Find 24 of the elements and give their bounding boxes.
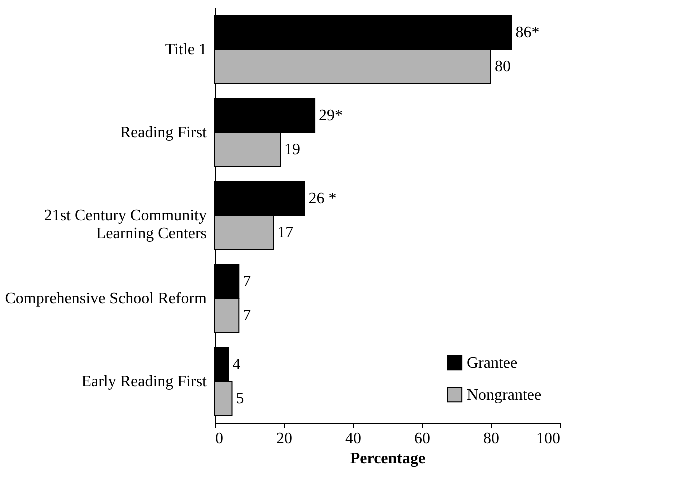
- data-label: 5: [236, 390, 244, 408]
- x-tick-label: 40: [346, 430, 362, 448]
- y-tick-label: Comprehensive School Reform: [5, 290, 208, 308]
- x-tick-label: 60: [414, 430, 430, 448]
- data-label: 26 *: [308, 190, 337, 208]
- data-label: 19: [284, 142, 301, 159]
- y-tick-label: Reading First: [120, 124, 208, 142]
- x-tick-label: 0: [216, 430, 224, 448]
- data-label: 80: [495, 58, 511, 76]
- legend-label: Grantee: [467, 355, 518, 372]
- x-tick-label: 80: [484, 430, 500, 448]
- x-tick-label: 100: [536, 430, 560, 448]
- data-label: 29*: [319, 107, 344, 124]
- data-label: 7: [243, 308, 252, 325]
- y-tick-label: 21st Century Community Learning Centers: [44, 208, 207, 242]
- y-tick-label: Early Reading First: [82, 374, 208, 390]
- data-label: 17: [278, 224, 294, 242]
- data-label: 7: [243, 273, 252, 290]
- data-label: 86*: [516, 24, 540, 42]
- y-tick-label: Title 1: [165, 42, 207, 58]
- x-tick-label: 20: [276, 430, 292, 448]
- x-axis-title: Percentage: [350, 450, 426, 468]
- data-label: 4: [232, 356, 241, 374]
- legend-label: Nongrantee: [467, 387, 542, 404]
